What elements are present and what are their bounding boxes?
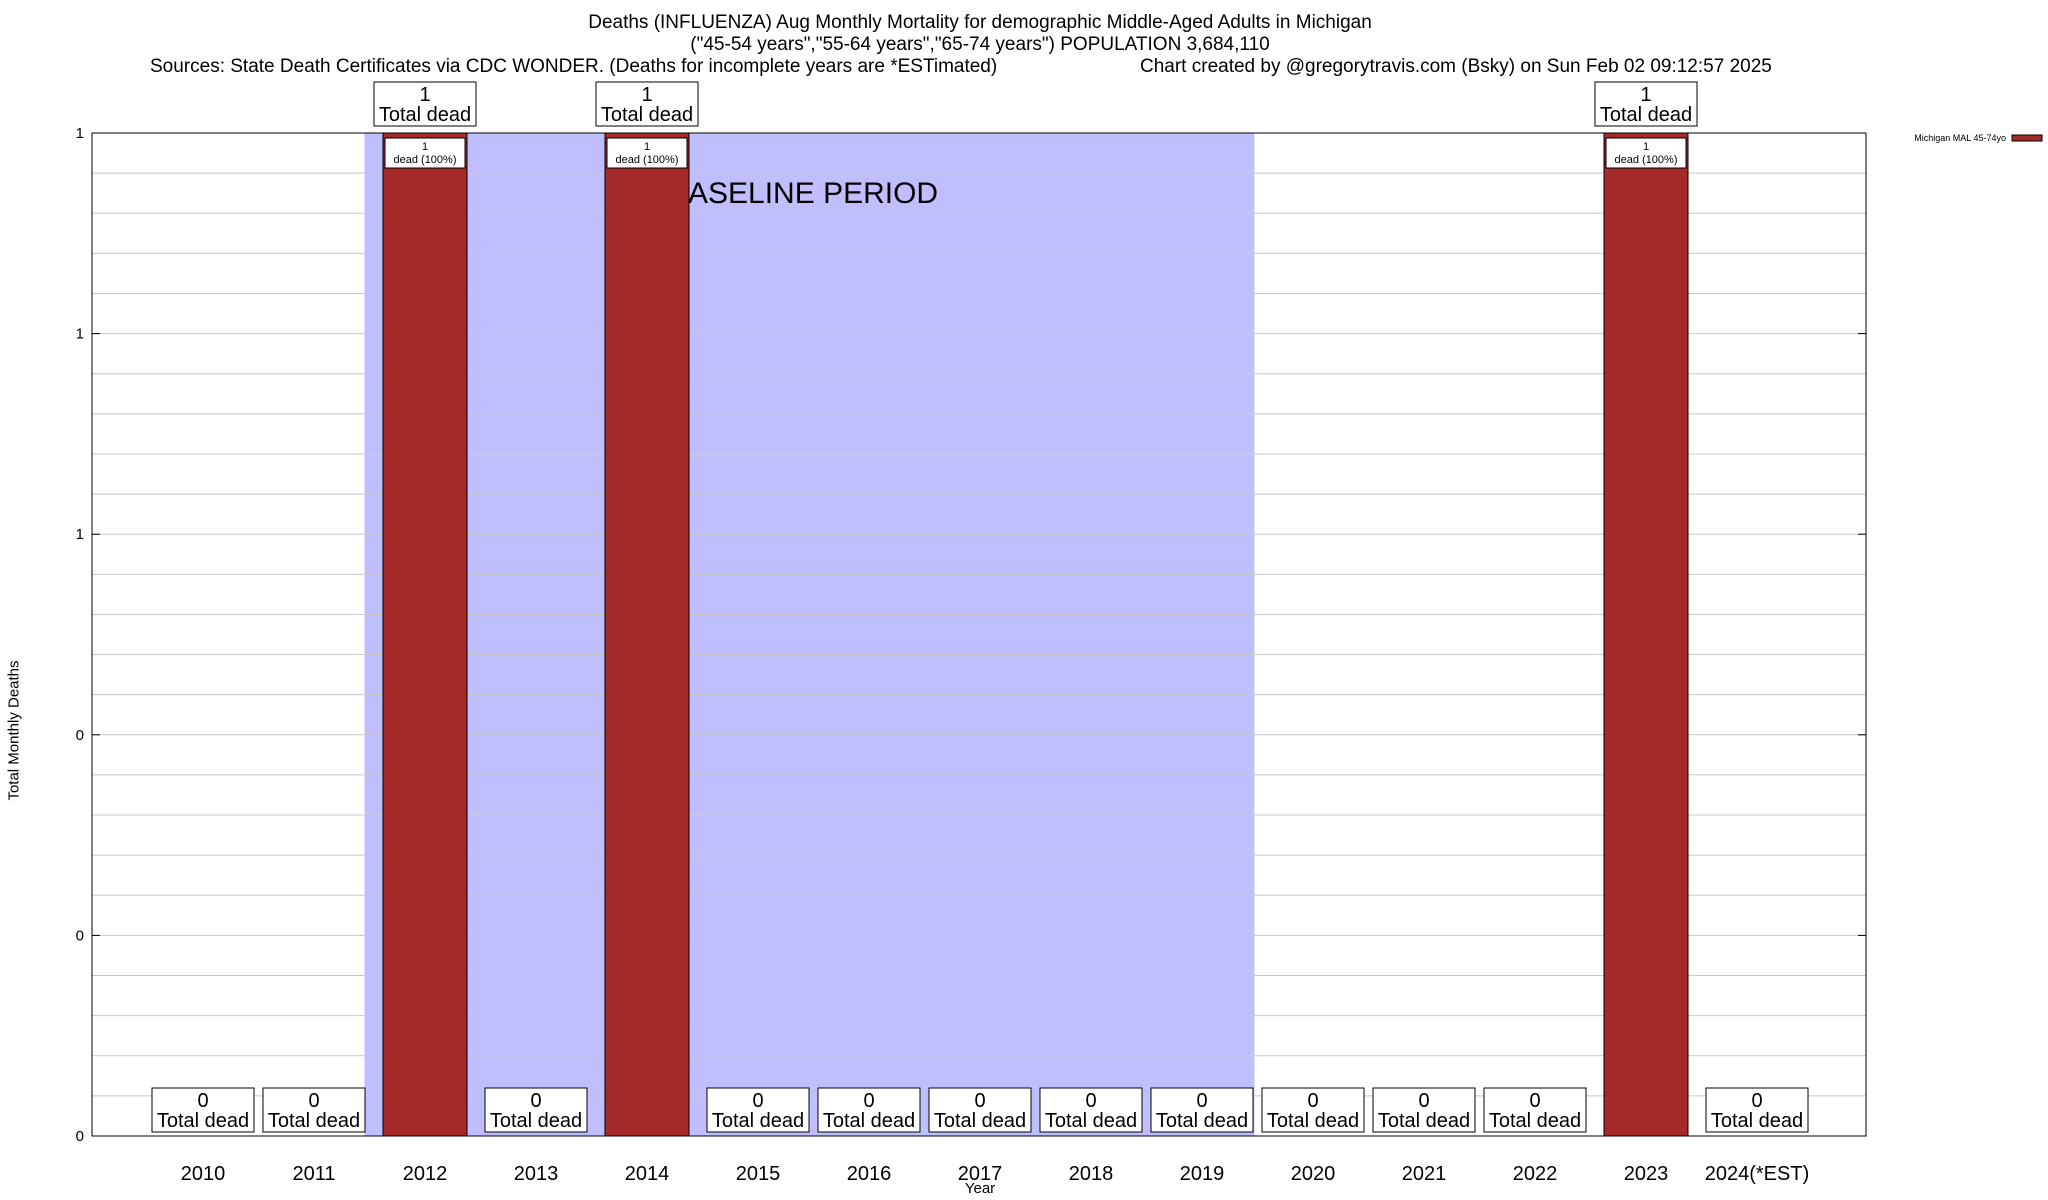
y-tick-label: 0	[76, 927, 84, 944]
total-label-text: Total dead	[379, 104, 471, 126]
total-label-value: 0	[752, 1090, 763, 1112]
total-label-text: Total dead	[1378, 1110, 1470, 1132]
x-tick-label: 2015	[736, 1163, 781, 1185]
bar-inner-label-percent: dead (100%)	[616, 154, 679, 166]
bar-inner-label-count: 1	[1643, 141, 1649, 153]
total-label-value: 1	[641, 84, 652, 106]
x-tick-label: 2010	[181, 1163, 226, 1185]
total-label-text: Total dead	[1156, 1110, 1248, 1132]
total-label-text: Total dead	[1600, 104, 1692, 126]
total-label-box	[151, 1087, 255, 1133]
total-label-box	[817, 1087, 921, 1133]
bar-inner-label-box	[606, 137, 688, 169]
total-label-value: 0	[1196, 1090, 1207, 1112]
total-label-value: 0	[863, 1090, 874, 1112]
x-tick-label: 2011	[292, 1163, 335, 1185]
total-label-text: Total dead	[1489, 1110, 1581, 1132]
total-label-value: 0	[1751, 1090, 1762, 1112]
x-tick-label: 2019	[1180, 1163, 1225, 1185]
total-label-text: Total dead	[268, 1110, 360, 1132]
total-label-box	[595, 81, 699, 127]
x-tick-label: 2021	[1402, 1163, 1447, 1185]
total-label-value: 0	[1307, 1090, 1318, 1112]
total-label-value: 0	[1418, 1090, 1429, 1112]
y-tick-label: 1	[76, 125, 84, 142]
bar	[1603, 132, 1689, 1137]
total-label-box	[1705, 1087, 1809, 1133]
total-label-value: 0	[197, 1090, 208, 1112]
total-label-box	[1594, 81, 1698, 127]
y-axis-title: Total Monthly Deaths	[5, 660, 23, 801]
x-tick-label: 2018	[1069, 1163, 1114, 1185]
bar-inner-label-box	[384, 137, 466, 169]
bar-inner-label-box	[1605, 137, 1687, 169]
total-label-text: Total dead	[1711, 1110, 1803, 1132]
total-label-box	[1483, 1087, 1587, 1133]
total-label-text: Total dead	[601, 104, 693, 126]
x-tick-label: 2022	[1513, 1163, 1558, 1185]
x-tick-label: 2020	[1291, 1163, 1336, 1185]
x-tick-label: 2016	[847, 1163, 892, 1185]
total-label-text: Total dead	[823, 1110, 915, 1132]
chart-title: Deaths (INFLUENZA) Aug Monthly Mortality…	[588, 12, 1372, 33]
total-label-value: 0	[530, 1090, 541, 1112]
total-label-box	[706, 1087, 810, 1133]
total-label-value: 1	[1640, 84, 1651, 106]
plot-frame	[91, 132, 1867, 1137]
y-tick-label: 1	[76, 526, 84, 543]
total-label-value: 0	[308, 1090, 319, 1112]
total-label-box	[928, 1087, 1032, 1133]
x-tick-label: 2013	[514, 1163, 559, 1185]
total-label-text: Total dead	[490, 1110, 582, 1132]
bar-inner-label-percent: dead (100%)	[394, 154, 457, 166]
legend-label: Michigan MAL 45-74yo	[1914, 133, 2006, 143]
x-axis-title: Year	[964, 1180, 996, 1197]
bar-inner-label-percent: dead (100%)	[1615, 154, 1678, 166]
total-label-box	[1372, 1087, 1476, 1133]
x-tick-label: 2012	[403, 1163, 448, 1185]
total-label-value: 0	[1529, 1090, 1540, 1112]
y-tick-label: 0	[76, 727, 84, 744]
total-label-text: Total dead	[157, 1110, 249, 1132]
total-label-box	[1261, 1087, 1365, 1133]
total-label-box	[262, 1087, 366, 1133]
y-tick-label: 0	[76, 1128, 84, 1145]
total-label-text: Total dead	[1267, 1110, 1359, 1132]
total-label-value: 1	[419, 84, 430, 106]
total-label-box	[1039, 1087, 1143, 1133]
bar-inner-label-count: 1	[644, 141, 650, 153]
total-label-box	[484, 1087, 588, 1133]
y-tick-label: 1	[76, 326, 84, 343]
x-tick-label: 2023	[1624, 1163, 1669, 1185]
total-label-value: 0	[1085, 1090, 1096, 1112]
chart-subtitle: ("45-54 years","55-64 years","65-74 year…	[690, 34, 1270, 55]
total-label-box	[373, 81, 477, 127]
x-tick-label: 2014	[625, 1163, 670, 1185]
baseline-period-label: BASELINE PERIOD	[668, 177, 938, 210]
legend-swatch	[2011, 134, 2043, 142]
total-label-text: Total dead	[934, 1110, 1026, 1132]
bar	[604, 132, 690, 1137]
chart-credit: Chart created by @gregorytravis.com (Bsk…	[1140, 56, 1772, 77]
x-tick-label: 2024(*EST)	[1705, 1163, 1810, 1185]
bar-inner-label-count: 1	[422, 141, 428, 153]
total-label-text: Total dead	[712, 1110, 804, 1132]
total-label-value: 0	[974, 1090, 985, 1112]
x-tick-label: 2017	[958, 1163, 1003, 1185]
bar	[382, 132, 468, 1137]
total-label-box	[1150, 1087, 1254, 1133]
chart-sources: Sources: State Death Certificates via CD…	[150, 56, 998, 77]
baseline-period-shade	[364, 133, 1255, 1136]
total-label-text: Total dead	[1045, 1110, 1137, 1132]
